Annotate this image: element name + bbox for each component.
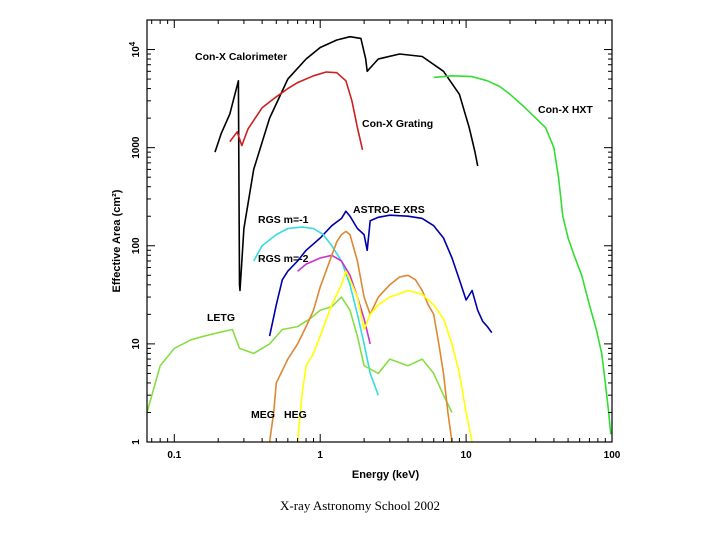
x-tick-label: 100 <box>604 450 621 461</box>
series-label-astro-e-xrs: ASTRO-E XRS <box>353 204 425 216</box>
y-tick-label: 10 <box>131 338 142 350</box>
series-label-rgs-m-2: RGS m=-2 <box>258 253 309 265</box>
series-line-rgs-m-1 <box>252 226 380 396</box>
series-label-meg: MEG <box>251 409 275 421</box>
y-tick-label: 1000 <box>131 136 142 159</box>
series-line-rgs-m-2 <box>297 254 371 345</box>
series-line-heg <box>296 270 473 443</box>
series-labels: Con-X Calorimeter Con-X Grating Con-X HXT A… <box>195 51 593 421</box>
y-axis-title: Effective Area (cm²) <box>111 189 123 292</box>
series-label-letg: LETG <box>207 312 235 324</box>
series-label-rgs-m-1: RGS m=-1 <box>258 214 309 226</box>
x-tick-label: 1 <box>317 450 323 461</box>
x-tick-label: 10 <box>461 450 473 461</box>
series-line-astro-e-xrs <box>268 210 493 337</box>
y-tick-label: 104 <box>128 41 142 57</box>
series-label-con-x-grating: Con-X Grating <box>362 118 433 130</box>
x-tick-label: 0.1 <box>167 450 181 461</box>
plot-frame <box>146 19 613 443</box>
footer-caption: X-ray Astronomy School 2002 <box>280 498 440 513</box>
y-tick-label: 100 <box>131 237 142 254</box>
series-line-con-x-grating <box>229 71 364 150</box>
series-label-con-x-hxt: Con-X HXT <box>538 104 593 116</box>
x-axis-title: Energy (keV) <box>352 469 420 481</box>
plot-border <box>146 19 613 443</box>
series-line-meg <box>268 230 453 443</box>
series-line-con-x-hxt <box>433 75 612 435</box>
plot-content <box>146 35 612 443</box>
y-tick-label: 1 <box>131 439 142 445</box>
series-line-con-x-calorimeter <box>214 35 479 292</box>
axis-ticks: 0.1 1 10 100 1 10 100 1000 104 <box>128 19 621 461</box>
series-label-con-x-calorimeter: Con-X Calorimeter <box>195 51 287 63</box>
series-label-heg: HEG <box>284 409 307 421</box>
series-line-letg <box>146 296 453 413</box>
